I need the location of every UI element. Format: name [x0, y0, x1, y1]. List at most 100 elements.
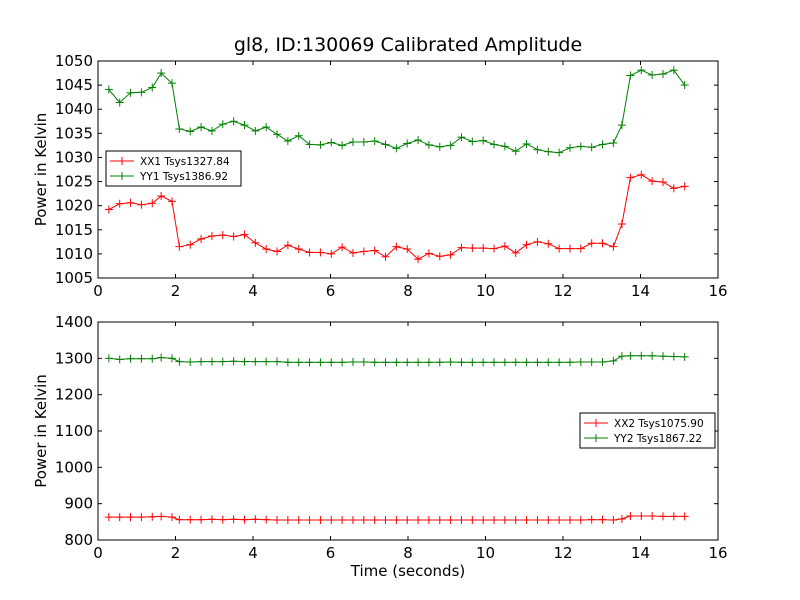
data-point [424, 358, 433, 367]
data-point [370, 516, 379, 525]
data-point [555, 148, 564, 157]
data-point [669, 512, 678, 521]
data-point [479, 244, 488, 253]
data-point [175, 124, 184, 133]
data-point [338, 243, 347, 252]
x-tick-label: 2 [171, 282, 181, 300]
x-tick-label: 16 [708, 282, 727, 300]
data-point [533, 358, 542, 367]
data-point [424, 140, 433, 149]
data-point [126, 198, 135, 207]
data-point [186, 357, 195, 366]
data-point [305, 358, 314, 367]
data-point [576, 357, 585, 366]
data-point [424, 516, 433, 525]
data-point [316, 248, 325, 257]
data-point [598, 357, 607, 366]
data-point [115, 199, 124, 208]
data-point [609, 356, 618, 365]
top-chart: 0 2 4 6 8 10 12 14 16 1005 1010 1015 1020 1025 1030 103… [32, 52, 728, 300]
data-point [381, 140, 390, 149]
data-point [168, 197, 177, 206]
data-point [262, 515, 271, 524]
data-point [680, 512, 689, 521]
data-point [617, 514, 626, 523]
data-point [229, 232, 238, 241]
data-point [273, 357, 282, 366]
x-axis-label-bottom: Time (seconds) [350, 562, 466, 580]
y-tick-label: 1000 [55, 458, 93, 476]
data-point [126, 513, 135, 522]
data-point [229, 357, 238, 366]
data-point [555, 358, 564, 367]
data-point [338, 141, 347, 150]
data-point [457, 516, 466, 525]
data-point [626, 173, 635, 182]
data-point [148, 354, 157, 363]
y-tick-label: 1040 [55, 100, 93, 118]
x-tick-label: 8 [403, 544, 413, 562]
data-point [207, 357, 216, 366]
data-point [197, 515, 206, 524]
y-tick-label: 1025 [55, 173, 93, 191]
data-point [359, 357, 368, 366]
data-point [609, 138, 618, 147]
data-point [522, 358, 531, 367]
data-point [457, 358, 466, 367]
x-tick-label: 0 [93, 282, 103, 300]
data-point [207, 515, 216, 524]
data-point [598, 515, 607, 524]
data-point [403, 358, 412, 367]
data-point [479, 358, 488, 367]
data-point [587, 239, 596, 248]
data-point [457, 243, 466, 252]
legend-label: XX1 Tsys1327.84 [140, 156, 230, 168]
data-point [587, 515, 596, 524]
legend-label: YY2 Tsys1867.22 [613, 433, 702, 445]
data-point [490, 358, 499, 367]
data-point [617, 121, 626, 130]
data-point [680, 352, 689, 361]
data-point [168, 354, 177, 363]
data-point [511, 358, 520, 367]
data-point [658, 70, 667, 79]
data-point [338, 358, 347, 367]
data-point [294, 245, 303, 254]
y-tick-label: 900 [64, 495, 93, 513]
x-tick-label: 4 [248, 544, 258, 562]
data-point [115, 355, 124, 364]
data-point [294, 358, 303, 367]
data-point [414, 136, 423, 145]
data-point [555, 244, 564, 253]
data-point [544, 147, 553, 156]
data-point [587, 357, 596, 366]
data-point [207, 126, 216, 135]
data-point [446, 141, 455, 150]
data-point [273, 247, 282, 256]
y-axis-label: Power in Kelvin [32, 374, 50, 488]
data-point [392, 516, 401, 525]
data-point [457, 133, 466, 142]
data-point [327, 249, 336, 258]
data-point [218, 120, 227, 129]
data-point [565, 143, 574, 152]
data-point [609, 242, 618, 251]
data-point [157, 69, 166, 78]
data-point [435, 142, 444, 151]
data-point [500, 142, 509, 151]
data-point [658, 178, 667, 187]
data-point [240, 515, 249, 524]
data-point [435, 358, 444, 367]
data-point [522, 516, 531, 525]
y-tick-label: 1300 [55, 349, 93, 367]
data-point [381, 516, 390, 525]
data-point [669, 184, 678, 193]
data-point [186, 240, 195, 249]
data-point [648, 512, 657, 521]
data-point [370, 137, 379, 146]
x-tick-label: 6 [326, 544, 336, 562]
data-point [424, 249, 433, 258]
data-point [359, 138, 368, 147]
data-point [327, 358, 336, 367]
data-point [435, 252, 444, 261]
